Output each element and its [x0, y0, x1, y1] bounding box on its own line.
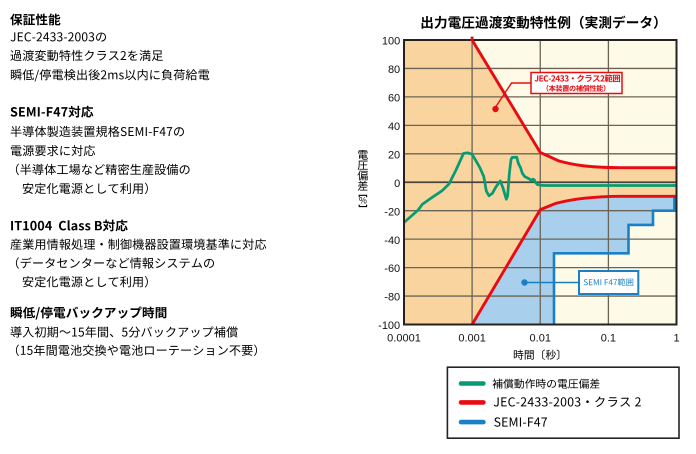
svg-text:-20: -20 — [384, 206, 400, 218]
svg-text:0.01: 0.01 — [530, 333, 551, 345]
svg-text:40: 40 — [388, 121, 400, 133]
svg-text:0.001: 0.001 — [458, 333, 486, 345]
svg-text:0.1: 0.1 — [601, 333, 616, 345]
svg-text:0: 0 — [394, 178, 400, 190]
svg-text:-100: -100 — [378, 320, 400, 332]
svg-text:0.0001: 0.0001 — [387, 333, 421, 345]
svg-text:1: 1 — [673, 333, 679, 345]
svg-text:-60: -60 — [384, 263, 400, 275]
svg-text:-80: -80 — [384, 292, 400, 304]
svg-text:60: 60 — [388, 93, 400, 105]
svg-text:-40: -40 — [384, 235, 400, 247]
svg-text:80: 80 — [388, 64, 400, 76]
svg-text:100: 100 — [382, 36, 400, 48]
svg-text:20: 20 — [388, 149, 400, 161]
